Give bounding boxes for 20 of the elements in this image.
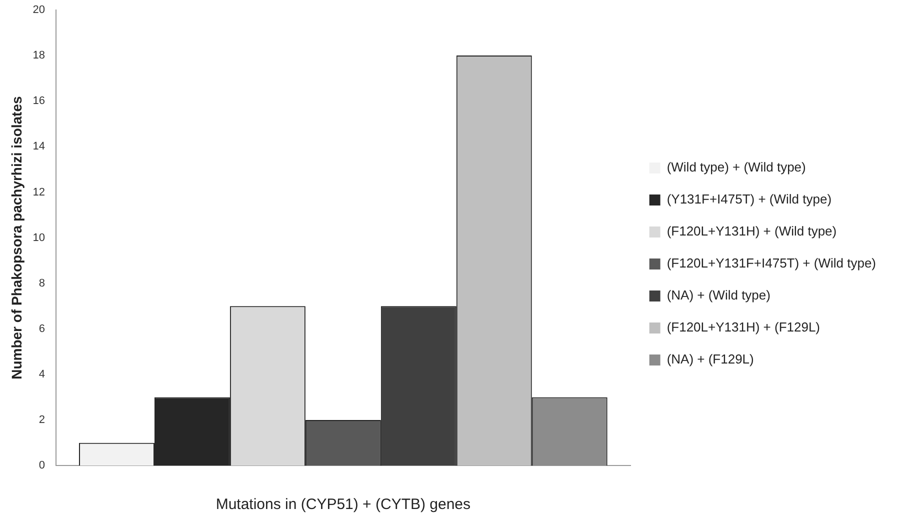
legend-label: (F120L+Y131H) + (Wild type) [666, 224, 837, 239]
legend-label: (NA) + (F129L) [666, 352, 754, 367]
y-tick-label: 8 [38, 277, 46, 290]
x-axis-title: Mutations in (CYP51) + (CYTB) genes [216, 496, 471, 514]
legend-label: (NA) + (Wild type) [666, 288, 770, 303]
legend-label: (Y131F+I475T) + (Wild type) [666, 192, 832, 207]
y-tick-label: 6 [38, 322, 46, 335]
y-tick-label: 12 [32, 186, 46, 198]
legend-label: (Wild type) + (Wild type) [666, 160, 806, 175]
y-tick-label: 2 [38, 414, 46, 426]
legend-label: (F120L+Y131H) + (F129L) [666, 320, 820, 335]
y-tick-label: 4 [38, 368, 46, 381]
y-tick-label: 10 [32, 232, 46, 244]
y-tick-label: 14 [32, 140, 46, 153]
y-tick-label: 0 [38, 460, 46, 472]
y-tick-label: 16 [32, 95, 46, 108]
y-axis-title: Number of Phakopsora pachyrhizi isolates [8, 96, 24, 380]
y-tick-label: 18 [32, 50, 46, 62]
legend-label: (F120L+Y131F+I475T) + (Wild type) [666, 256, 876, 271]
y-tick-label: 20 [32, 4, 46, 16]
